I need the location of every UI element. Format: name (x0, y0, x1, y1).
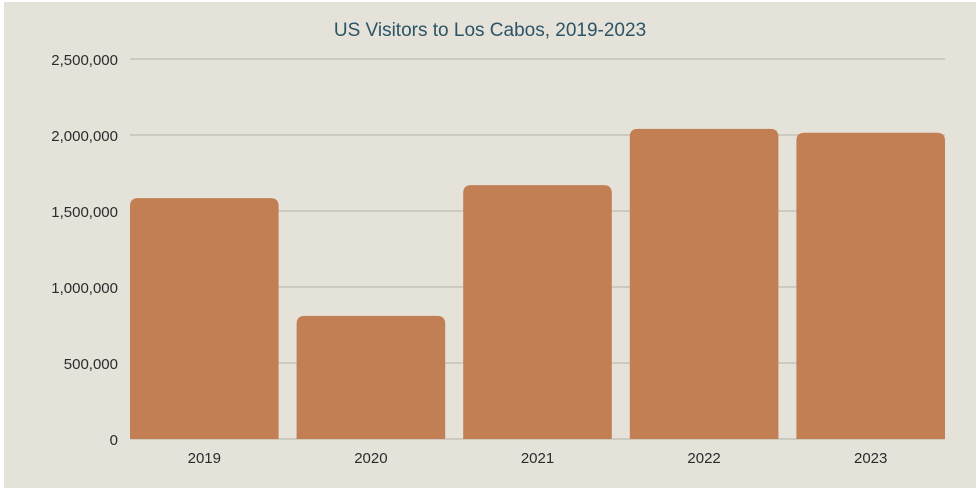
x-tick-label: 2022 (687, 450, 720, 467)
bar-2022 (629, 128, 779, 440)
bar-2020 (296, 315, 446, 439)
bar-2023 (796, 132, 945, 439)
y-tick-label: 2,500,000 (51, 52, 118, 69)
x-tick-label: 2023 (854, 450, 887, 467)
chart-title: US Visitors to Los Cabos, 2019-2023 (334, 20, 646, 41)
chart-container: US Visitors to Los Cabos, 2019-2023 0 500… (4, 2, 976, 488)
bar-2021 (463, 185, 612, 439)
y-tick-label: 2,000,000 (51, 128, 118, 145)
y-tick-label: 500,000 (64, 356, 118, 373)
x-tick-label: 2020 (354, 450, 387, 467)
y-tick-label: 1,500,000 (51, 204, 118, 221)
x-tick-label: 2019 (188, 450, 221, 467)
y-tick-label: 0 (110, 432, 118, 449)
x-tick-label: 2021 (521, 450, 554, 467)
bar-chart: US Visitors to Los Cabos, 2019-2023 0 500… (51, 20, 945, 467)
bar-2019 (130, 198, 279, 439)
y-tick-label: 1,000,000 (51, 280, 118, 297)
